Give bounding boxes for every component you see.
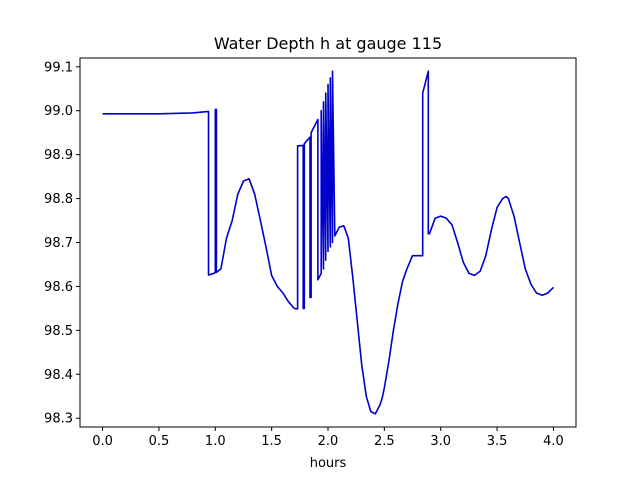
series-group <box>102 70 555 415</box>
plot-frame <box>79 57 577 428</box>
y-tick-label: 99.0 <box>44 104 73 119</box>
x-tick-label: 0.0 <box>92 434 113 449</box>
x-tick-label: 3.0 <box>430 434 451 449</box>
y-tick-label: 98.5 <box>44 324 73 339</box>
x-tick-label: 2.5 <box>374 434 395 449</box>
series-line-0 <box>102 70 555 415</box>
y-tick-label: 98.8 <box>44 192 73 207</box>
x-tick-label: 1.0 <box>205 434 226 449</box>
x-tick-label: 2.0 <box>318 434 339 449</box>
y-tick-label: 98.4 <box>44 368 73 383</box>
x-axis-label: hours <box>310 456 347 471</box>
y-tick-label: 98.6 <box>44 280 73 295</box>
y-tick-label: 98.3 <box>44 412 73 427</box>
y-tick-label: 98.9 <box>44 148 73 163</box>
x-tick-label: 4.0 <box>543 434 564 449</box>
x-tick-label: 1.5 <box>261 434 282 449</box>
tick-group: 0.0 0.5 1.0 1.5 2.0 2.5 3.0 3.5 4.0 98.3 98.4 98.5 9… <box>44 60 564 449</box>
x-tick-label: 0.5 <box>149 434 170 449</box>
chart-title: Water Depth h at gauge 115 <box>214 34 442 53</box>
y-tick-label: 99.1 <box>44 60 73 75</box>
x-tick-label: 3.5 <box>487 434 508 449</box>
y-tick-label: 98.7 <box>44 236 73 251</box>
